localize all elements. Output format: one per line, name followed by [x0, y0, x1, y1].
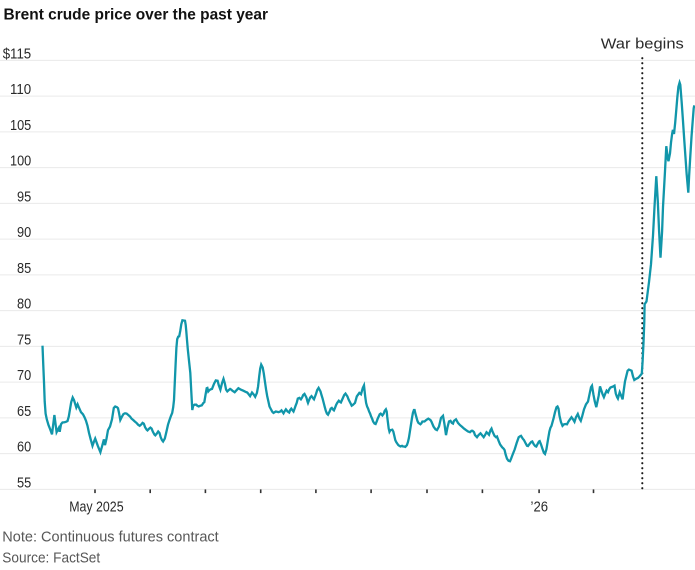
svg-text:War begins: War begins [601, 37, 684, 53]
svg-text:60: 60 [17, 439, 31, 456]
svg-text:80: 80 [17, 296, 31, 313]
svg-text:$115: $115 [3, 45, 32, 62]
svg-text:65: 65 [17, 403, 31, 420]
svg-text:100: 100 [10, 153, 31, 170]
svg-text:70: 70 [17, 367, 31, 384]
svg-text:Source: FactSet: Source: FactSet [2, 551, 100, 567]
svg-text:May 2025: May 2025 [69, 498, 123, 515]
svg-text:105: 105 [10, 117, 31, 134]
svg-text:75: 75 [17, 331, 31, 348]
svg-text:110: 110 [10, 81, 31, 98]
svg-text:90: 90 [17, 224, 31, 241]
svg-text:Brent crude price over the pas: Brent crude price over the past year [4, 6, 269, 23]
svg-text:Note: Continuous futures contr: Note: Continuous futures contract [2, 530, 218, 546]
svg-text:55: 55 [17, 474, 31, 491]
svg-text:95: 95 [17, 188, 31, 205]
svg-text:85: 85 [17, 260, 31, 277]
svg-text:’26: ’26 [531, 498, 549, 515]
